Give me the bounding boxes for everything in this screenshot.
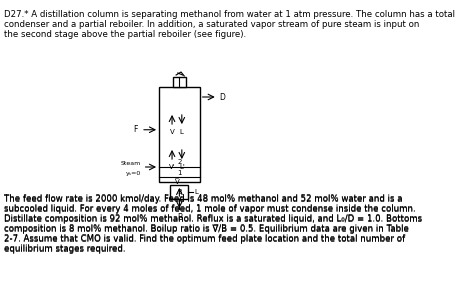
Text: D: D <box>219 92 225 102</box>
Bar <box>171 185 188 199</box>
Text: Distillate composition is 92 mol% methanol. Reflux is a saturated liquid, and L₀: Distillate composition is 92 mol% methan… <box>4 215 422 224</box>
Text: 3: 3 <box>177 189 182 195</box>
Text: L': L' <box>179 164 185 170</box>
Text: B: B <box>177 213 182 222</box>
Text: D27.* A distillation column is separating methanol from water at 1 atm pressure.: D27.* A distillation column is separatin… <box>4 10 455 19</box>
Text: Distillate composition is 92 mol% methanol. Reflux is a saturated liquid, and L₀: Distillate composition is 92 mol% methan… <box>4 214 422 223</box>
Text: composition is 8 mol% methanol. Boilup ratio is V̅/B = 0.5. Equilibrium data are: composition is 8 mol% methanol. Boilup r… <box>4 224 409 233</box>
Text: 2-7. Assume that CMO is valid. Find the optimum feed plate location and the tota: 2-7. Assume that CMO is valid. Find the … <box>4 234 405 243</box>
Text: V̅: V̅ <box>174 179 179 185</box>
Text: subcooled liquid. For every 4 moles of feed, 1 mole of vapor must condense insid: subcooled liquid. For every 4 moles of f… <box>4 204 416 213</box>
Text: The feed flow rate is 2000 kmol/day. Feed is 48 mol% methanol and 52 mol% water : The feed flow rate is 2000 kmol/day. Fee… <box>4 195 402 204</box>
Text: L: L <box>194 189 198 195</box>
Text: V: V <box>170 129 174 135</box>
Text: equilibrium stages required.: equilibrium stages required. <box>4 244 126 253</box>
Text: 2: 2 <box>177 159 182 165</box>
Text: Steam: Steam <box>121 161 141 166</box>
Text: equilibrium stages required.: equilibrium stages required. <box>4 245 126 254</box>
Text: the second stage above the partial reboiler (see figure).: the second stage above the partial reboi… <box>4 30 246 39</box>
Bar <box>159 87 200 182</box>
Text: subcooled liquid. For every 4 moles of feed, 1 mole of vapor must condense insid: subcooled liquid. For every 4 moles of f… <box>4 205 416 214</box>
Text: yₛ=0: yₛ=0 <box>126 171 141 176</box>
Text: V': V' <box>169 164 175 170</box>
Text: composition is 8 mol% methanol. Boilup ratio is V̅/B = 0.5. Equilibrium data are: composition is 8 mol% methanol. Boilup r… <box>4 225 409 234</box>
Text: 1: 1 <box>177 170 182 176</box>
Text: F: F <box>133 125 138 134</box>
Text: The feed flow rate is 2000 kmol/day. Feed is 48 mol% methanol and 52 mol% water : The feed flow rate is 2000 kmol/day. Fee… <box>4 194 402 203</box>
Text: condenser and a partial reboiler. In addition, a saturated vapor stream of pure : condenser and a partial reboiler. In add… <box>4 20 419 29</box>
Text: L: L <box>179 129 183 135</box>
Text: 2-7. Assume that CMO is valid. Find the optimum feed plate location and the tota: 2-7. Assume that CMO is valid. Find the … <box>4 235 405 244</box>
Bar <box>173 77 186 87</box>
